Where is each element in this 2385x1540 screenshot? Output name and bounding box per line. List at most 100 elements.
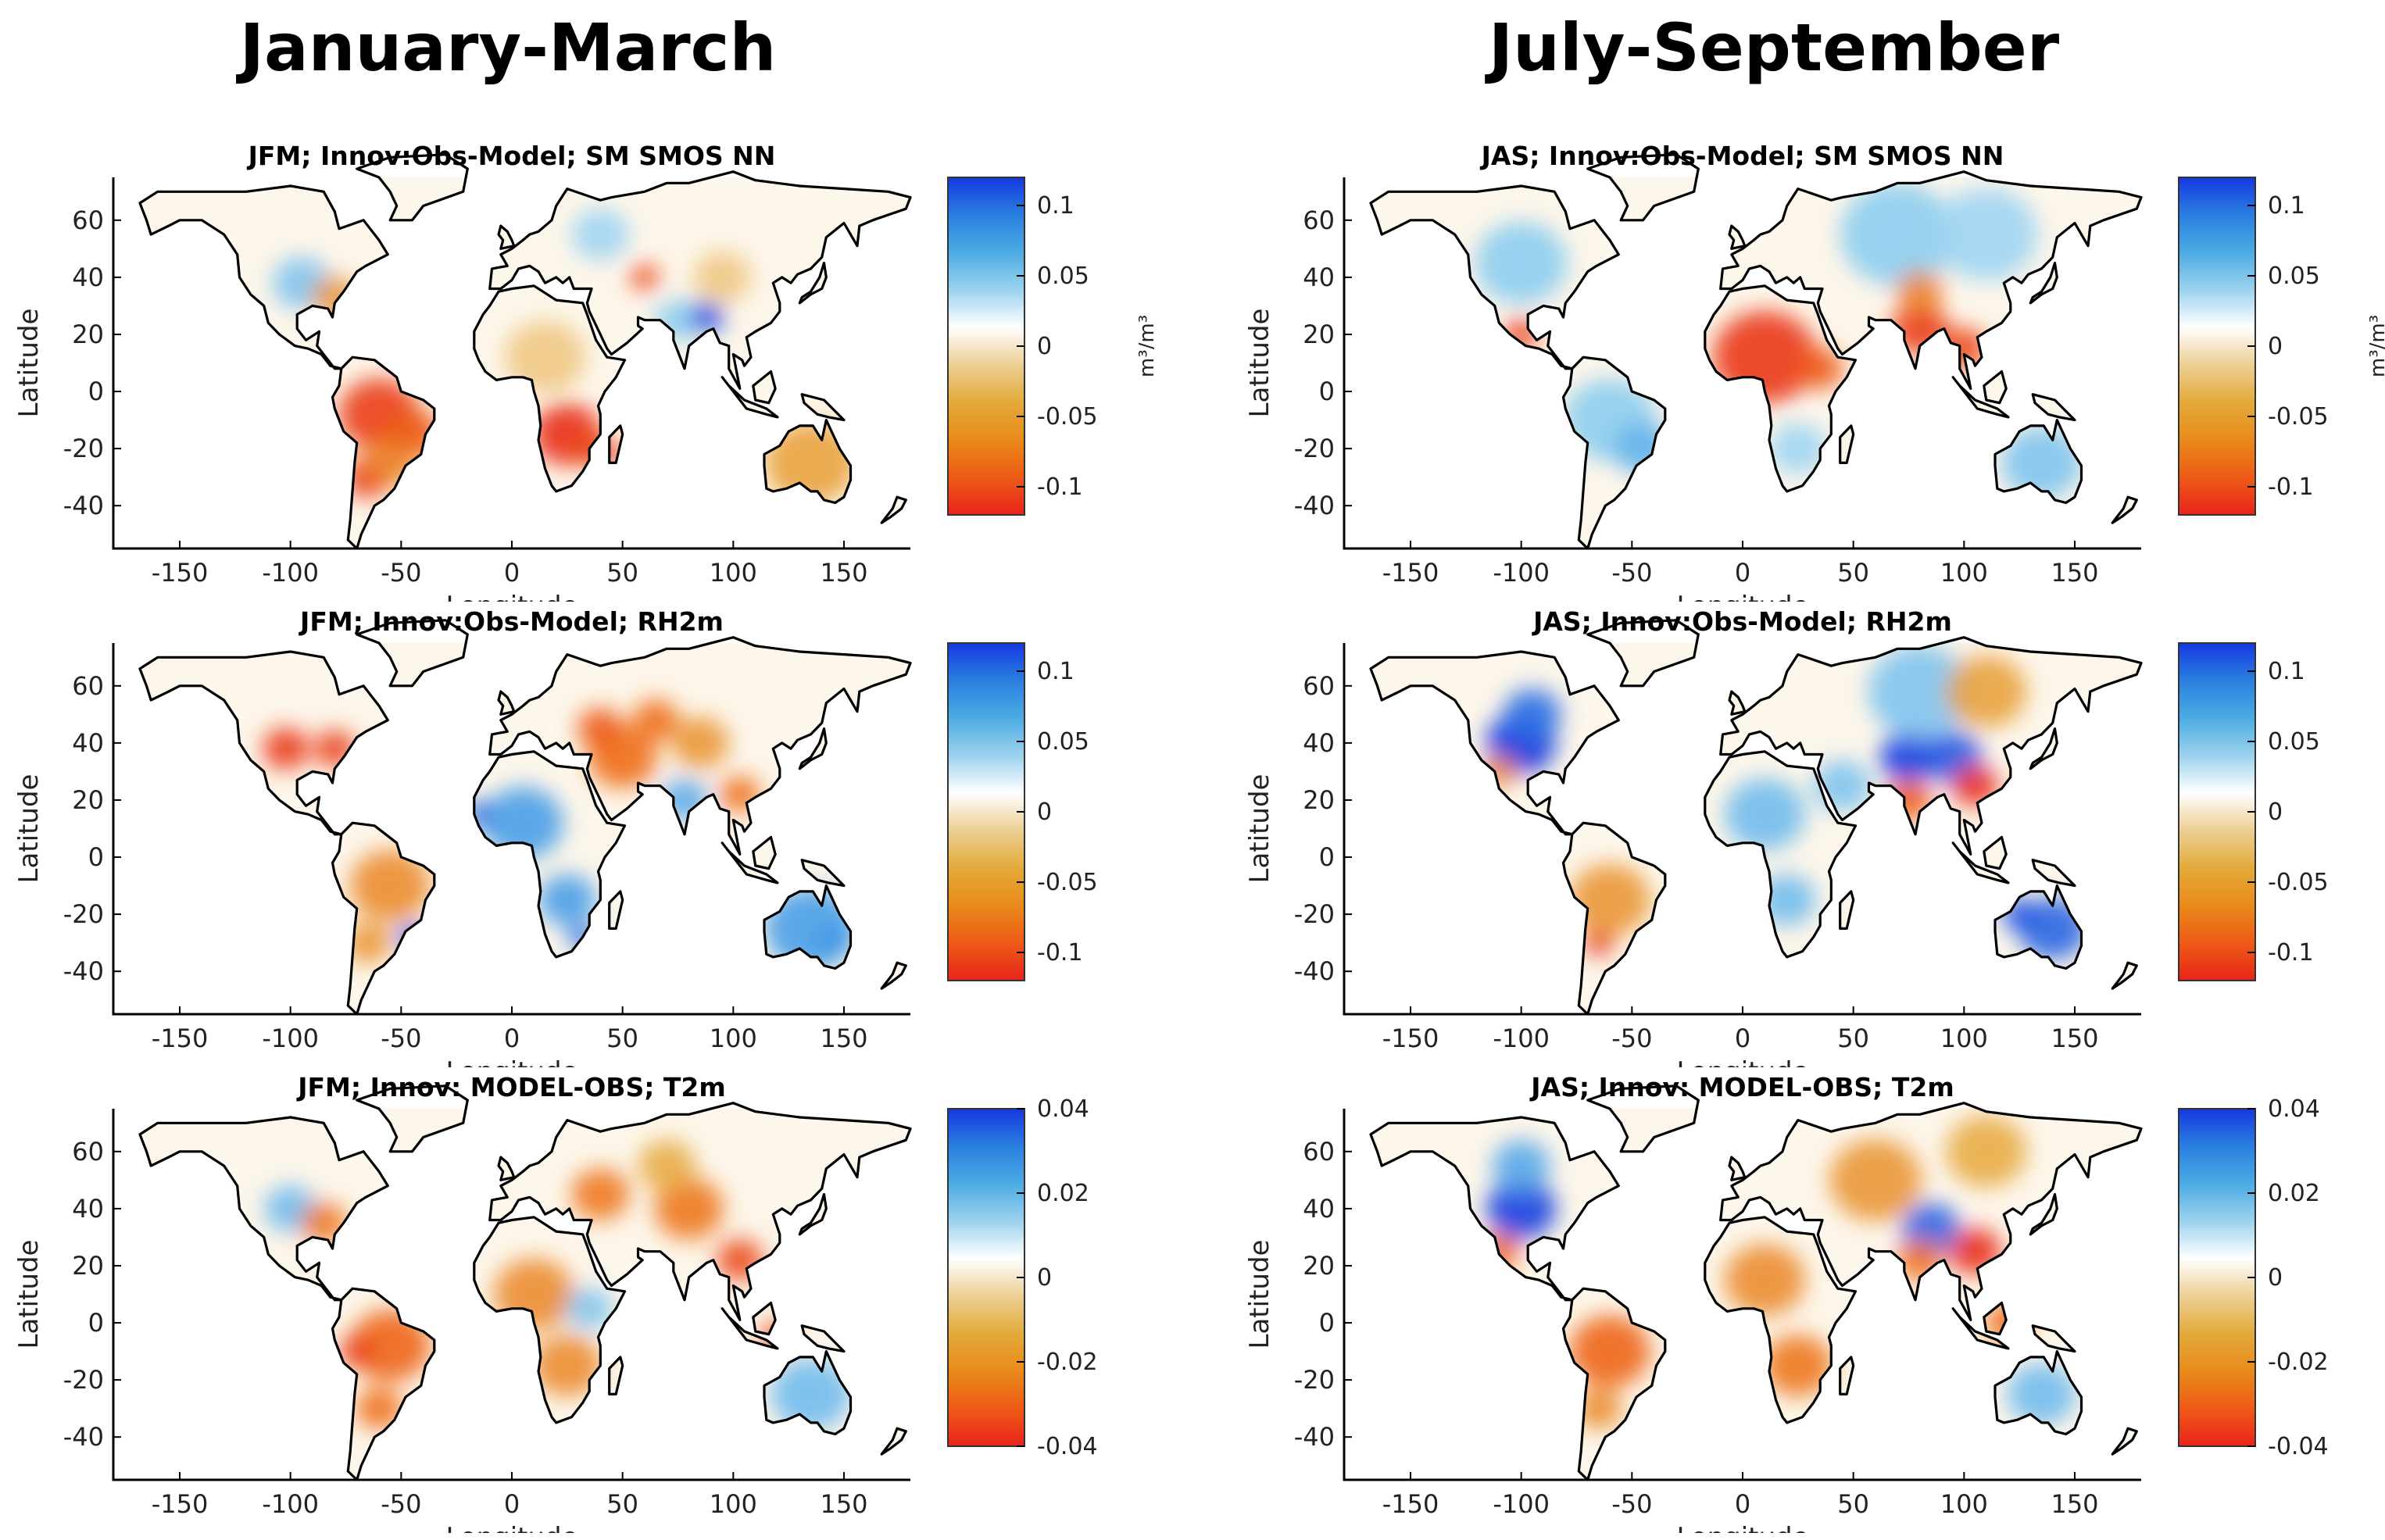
anomaly-cell [577, 708, 624, 749]
coast-north-america [1369, 1116, 1620, 1302]
x-tick-label: -150 [1382, 1489, 1439, 1519]
coast-africa [1704, 284, 1858, 493]
anomaly-cell [720, 776, 760, 813]
colorbar-tick-label: 0.05 [1037, 263, 1089, 290]
colorbar-tick-label: 0.1 [1037, 192, 1075, 220]
anomaly-cell [1797, 348, 1843, 390]
coast-borneo [1983, 1301, 2008, 1336]
coast-japan [798, 1193, 828, 1236]
coast-australia [1993, 419, 2083, 505]
colorbar-tick-label: 0 [1037, 1264, 1052, 1292]
coast-new-zealand [880, 495, 907, 524]
anomaly-cell [339, 1335, 374, 1367]
panel-title: JFM; Innov:Obs-Model; SM SMOS NN [247, 141, 776, 171]
coast-eurasia [1719, 170, 2143, 390]
anomaly-cell [349, 1310, 431, 1382]
x-tick-label: 100 [1940, 1024, 1988, 1053]
y-tick-label: 20 [1303, 320, 1335, 349]
colorbar-tick-label: -0.1 [1037, 473, 1083, 501]
anomaly-cell [1757, 874, 1816, 926]
coast-south-america [331, 356, 436, 550]
coast-indonesia [721, 376, 779, 419]
y-tick-label: -40 [63, 1422, 104, 1452]
anomaly-field [1482, 645, 2087, 959]
coast-britain [1728, 1156, 1747, 1181]
x-tick-label: -150 [1382, 558, 1439, 588]
coast-japan [2029, 1193, 2058, 1236]
colorbar-tick-label: 0.1 [2268, 192, 2305, 220]
anomaly-cell [770, 1358, 852, 1431]
x-tick-label: 150 [820, 1024, 867, 1053]
x-tick-label: 50 [606, 1024, 638, 1053]
map-land-fill [1371, 1109, 2141, 1480]
map-land-fill [140, 643, 910, 1014]
world-map-coastline [1369, 619, 2143, 1016]
coast-indonesia [1951, 376, 2010, 419]
coast-japan [2029, 727, 2058, 770]
y-tick-label: 0 [1319, 842, 1335, 872]
anomaly-field [1479, 1115, 2076, 1429]
coast-britain [1728, 690, 1747, 716]
coast-australia [763, 1350, 853, 1436]
y-tick-label: 0 [1319, 377, 1335, 406]
y-axis-label: Latitude [1244, 309, 1275, 418]
axes-frame [112, 643, 910, 1016]
anomaly-cell [571, 1168, 630, 1220]
coast-new-zealand [880, 961, 907, 990]
coast-borneo [752, 1301, 777, 1336]
anomaly-cell [1897, 1239, 1943, 1281]
y-tick-label: 0 [88, 842, 104, 872]
colorbar-tick-label: -0.1 [2268, 939, 2314, 967]
anomaly-cell [1829, 1138, 1922, 1221]
y-tick-label: 60 [72, 1137, 104, 1167]
y-tick-label: -20 [1294, 899, 1335, 929]
y-tick-label: 40 [1303, 728, 1335, 758]
anomaly-cell [532, 1335, 603, 1397]
anomaly-cell [300, 1202, 347, 1244]
coast-north-america [138, 650, 389, 836]
x-tick-label: -50 [1611, 558, 1652, 588]
colorbar-tick-label: 0 [2268, 333, 2283, 360]
axes-frame [1343, 177, 2141, 550]
coast-indonesia [721, 841, 779, 884]
coast-new-guinea [800, 1324, 846, 1353]
y-tick-label: 0 [88, 1308, 104, 1338]
anomaly-cell [1575, 1388, 1622, 1429]
anomaly-cell [538, 874, 596, 926]
y-axis-label: Latitude [13, 774, 45, 884]
anomaly-cell [1868, 645, 1972, 738]
coast-britain [1728, 224, 1747, 250]
coast-greenland [1586, 153, 1700, 222]
x-tick-label: 0 [1735, 558, 1750, 588]
x-tick-label: 100 [710, 558, 757, 588]
coast-south-america [1561, 356, 1667, 550]
colorbar-tick-label: -0.05 [2268, 869, 2329, 896]
anomaly-cell [2001, 427, 2083, 499]
coast-south-america [331, 821, 436, 1016]
column-title-jas: July-September [1488, 9, 2060, 86]
x-tick-label: 150 [2051, 1489, 2098, 1519]
y-tick-label: -20 [1294, 434, 1335, 463]
coast-eurasia [1719, 1102, 2143, 1321]
colorbar-unit: m³/m³ [1135, 315, 1154, 377]
colorbar-tick-label: -0.1 [1037, 939, 1083, 967]
coast-africa [473, 750, 627, 959]
x-tick-label: -100 [1493, 558, 1550, 588]
colorbar-unit: m³/m³ [2366, 315, 2385, 377]
panel-jfm-t2m: JFM; Innov: MODEL-OBS; T2m-150 -100 -50 0 50… [13, 1072, 1098, 1533]
colorbar [947, 642, 1025, 981]
panel-jfm-rh: JFM; Innov:Obs-Model; RH2m -150 -100 -50 0 50… [13, 606, 1098, 1067]
coast-africa [1704, 750, 1858, 959]
x-axis-label: Longitude [445, 1056, 577, 1067]
coast-borneo [752, 370, 777, 405]
anomaly-cell [504, 321, 586, 394]
y-axis-label: Latitude [1244, 1240, 1275, 1349]
coast-eurasia [488, 1102, 912, 1321]
coast-new-zealand [2111, 961, 2138, 990]
y-tick-label: 60 [1303, 671, 1335, 701]
coast-new-guinea [2031, 1324, 2076, 1353]
anomaly-cell [1486, 1177, 1556, 1240]
anomaly-cell [815, 927, 850, 959]
y-tick-label: 20 [1303, 1251, 1335, 1281]
coast-japan [2029, 262, 2058, 305]
